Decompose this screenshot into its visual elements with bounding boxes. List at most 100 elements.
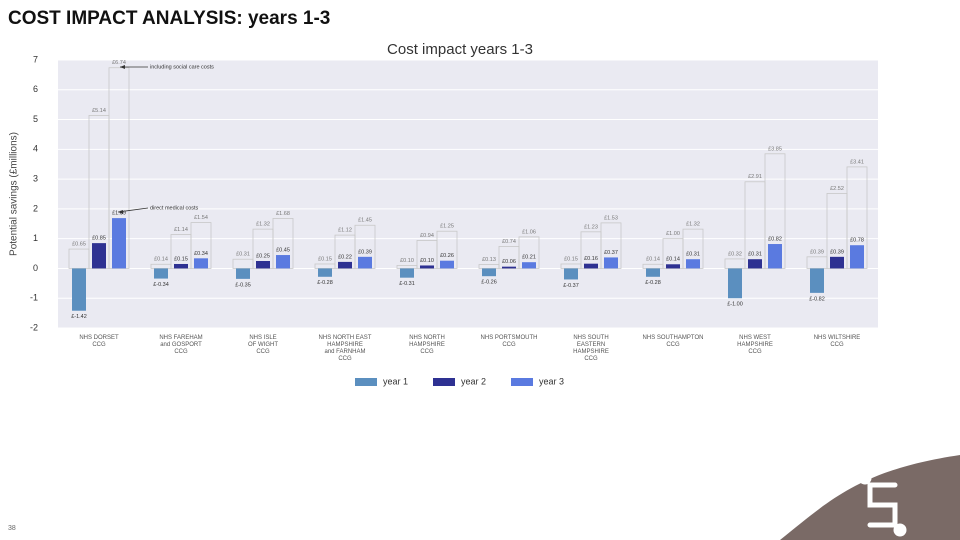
chart-title: Cost impact years 1-3 <box>387 41 533 58</box>
data-label: £0.34 <box>194 251 208 257</box>
bar <box>522 262 536 269</box>
y-tick-label: 7 <box>33 54 38 64</box>
social-care-label: £0.32 <box>728 251 742 257</box>
data-label: £0.39 <box>830 249 844 255</box>
data-label: £-1.00 <box>727 302 743 308</box>
x-tick-label: NHS DORSET CCG <box>79 335 119 348</box>
x-tick-label: NHS SOUTH EASTERN HAMPSHIRE CCG <box>573 335 609 362</box>
data-label: £-0.35 <box>235 282 251 288</box>
legend-label: year 3 <box>539 376 564 386</box>
bar <box>112 218 126 269</box>
social-care-label: £0.94 <box>420 233 434 239</box>
social-care-label: £1.06 <box>522 229 536 235</box>
data-label: £-0.82 <box>809 296 825 302</box>
data-label: £0.45 <box>276 247 290 253</box>
bar <box>564 268 578 280</box>
bar <box>604 257 618 269</box>
x-tick-label: NHS FAREHAM and GOSPORT CCG <box>159 335 203 355</box>
y-tick-label: -1 <box>30 293 38 303</box>
social-care-label: £1.32 <box>256 222 270 228</box>
legend-label: year 1 <box>383 376 408 386</box>
social-care-label: £1.14 <box>174 227 188 233</box>
social-care-label: £1.25 <box>440 224 454 230</box>
social-care-bar <box>518 236 540 269</box>
y-tick-label: 6 <box>33 84 38 94</box>
annotation-arrowhead <box>118 210 123 214</box>
bar <box>482 268 496 277</box>
data-label: £-0.28 <box>317 280 333 286</box>
data-label: £-1.42 <box>71 314 87 320</box>
social-care-label: £5.14 <box>92 108 106 114</box>
bar <box>358 256 372 269</box>
bar <box>400 268 414 278</box>
legend-swatch <box>433 378 455 386</box>
bar <box>72 268 86 311</box>
social-care-label: £2.52 <box>830 186 844 192</box>
legend-label: year 2 <box>461 376 486 386</box>
annotation-arrowhead <box>120 65 125 69</box>
bar <box>768 244 782 269</box>
social-care-label: £1.23 <box>584 224 598 230</box>
social-care-label: £1.53 <box>604 215 618 221</box>
y-tick-label: 2 <box>33 203 38 213</box>
social-care-label: £0.15 <box>318 256 332 262</box>
bar <box>194 258 208 269</box>
data-label: £0.31 <box>748 252 762 258</box>
x-tick-label: NHS ISLE OF WIGHT CCG <box>248 335 278 355</box>
data-label: £0.31 <box>686 252 700 258</box>
data-label: £1.69 <box>112 211 126 217</box>
annotation: including social care costs <box>150 64 214 70</box>
social-care-label: £0.39 <box>810 249 824 255</box>
social-care-bar <box>846 166 868 269</box>
bar <box>728 268 742 299</box>
social-care-label: £6.74 <box>112 60 126 66</box>
data-label: £0.22 <box>338 254 352 260</box>
x-tick-label: NHS PORTSMOUTH CCG <box>480 335 538 348</box>
bar <box>830 256 844 269</box>
legend-swatch <box>355 378 377 386</box>
social-care-label: £0.74 <box>502 239 516 245</box>
bar <box>236 268 250 279</box>
social-care-label: £0.14 <box>646 257 660 263</box>
social-care-label: £0.13 <box>482 257 496 263</box>
slide-title: COST IMPACT ANALYSIS: years 1-3 <box>8 8 330 29</box>
social-care-label: £1.00 <box>666 231 680 237</box>
y-tick-label: 4 <box>33 144 38 154</box>
y-tick-label: 0 <box>33 263 38 273</box>
bar <box>584 263 598 269</box>
x-tick-label: NHS SOUTHAMPTON CCG <box>642 335 704 348</box>
bar <box>646 268 660 277</box>
y-axis-label: Potential savings (£millions) <box>9 132 20 256</box>
data-label: £-0.37 <box>563 283 579 289</box>
bar <box>666 264 680 269</box>
data-label: £-0.34 <box>153 282 169 288</box>
social-care-label: £1.12 <box>338 228 352 234</box>
bar <box>850 245 864 269</box>
bar <box>810 268 824 293</box>
social-care-label: £2.91 <box>748 174 762 180</box>
bar <box>276 255 290 269</box>
social-care-label: £0.14 <box>154 257 168 263</box>
data-label: £0.15 <box>174 256 188 262</box>
annotation: direct medical costs <box>150 205 199 211</box>
plot-area <box>58 60 878 328</box>
bar <box>256 261 270 269</box>
data-label: £0.16 <box>584 256 598 262</box>
social-care-label: £0.10 <box>400 258 414 264</box>
data-label: £-0.28 <box>645 280 661 286</box>
bar <box>686 259 700 269</box>
social-care-label: £1.68 <box>276 211 290 217</box>
bar <box>92 243 106 269</box>
data-label: £0.25 <box>256 253 270 259</box>
data-label: £-0.26 <box>481 280 497 286</box>
data-label: £0.26 <box>440 253 454 259</box>
x-tick-label: NHS WILTSHIRE CCG <box>813 335 861 348</box>
x-tick-label: NHS WEST HAMPSHIRE CCG <box>737 335 773 355</box>
social-care-bar <box>108 67 130 269</box>
data-label: £-0.31 <box>399 281 415 287</box>
bar <box>420 265 434 269</box>
social-care-label: £1.54 <box>194 215 208 221</box>
social-care-label: £3.41 <box>850 159 864 165</box>
